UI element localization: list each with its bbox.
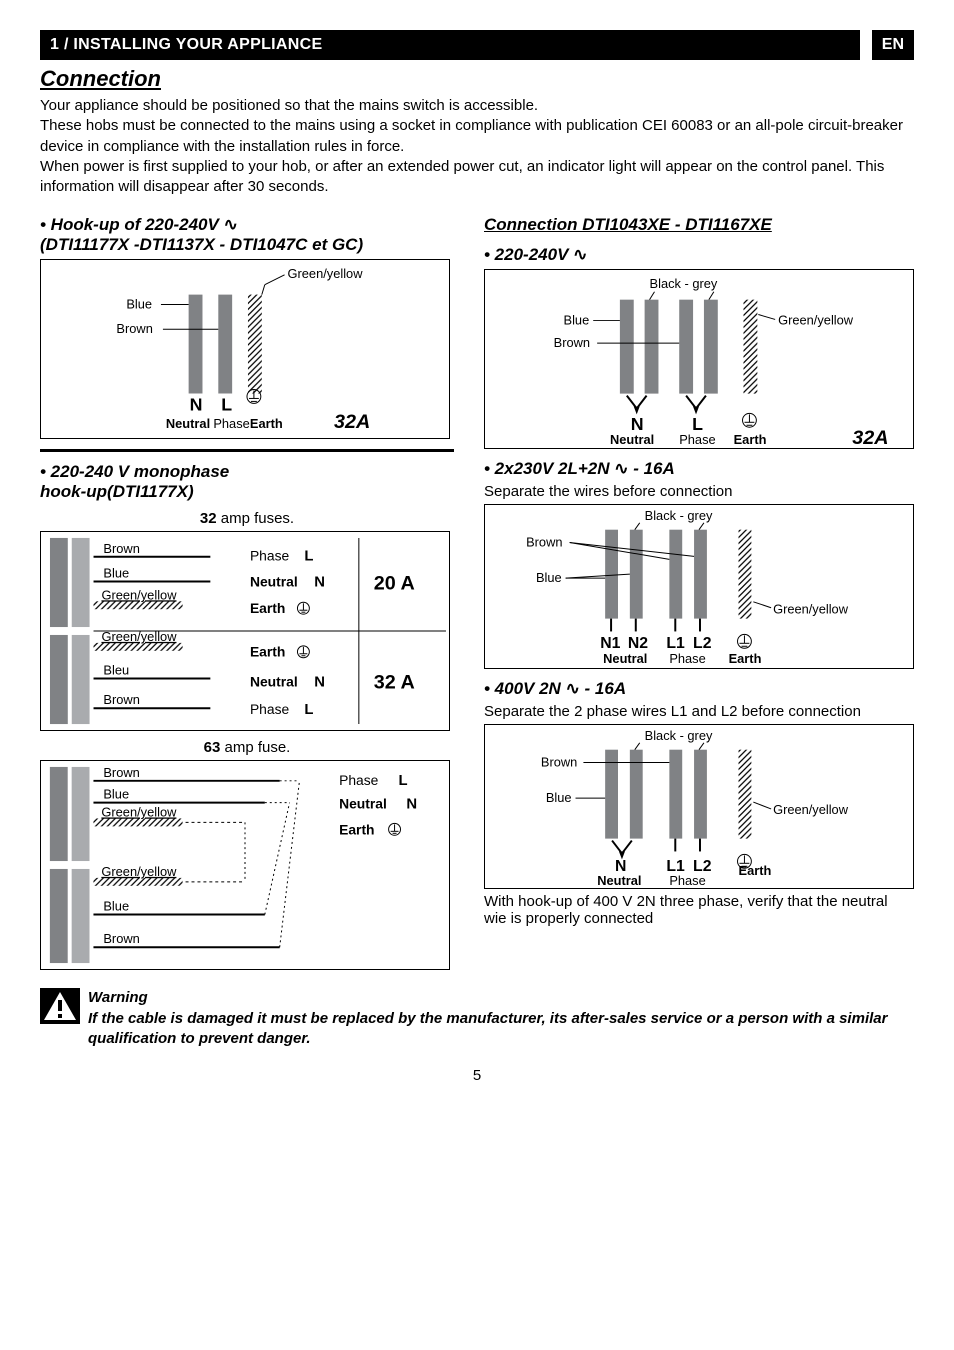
svg-text:N2: N2: [628, 635, 648, 652]
svg-text:Green/yellow: Green/yellow: [101, 805, 177, 820]
intro-p1: Your appliance should be positioned so t…: [40, 96, 914, 116]
svg-text:Blue: Blue: [546, 790, 572, 805]
fuse-32-label: 32 amp fuses.: [40, 510, 454, 527]
svg-text:L: L: [399, 773, 408, 789]
svg-text:Brown: Brown: [526, 535, 562, 550]
svg-text:Green/yellow: Green/yellow: [773, 802, 849, 817]
svg-text:Black - grey: Black - grey: [645, 508, 713, 523]
svg-text:32 A: 32 A: [374, 672, 415, 694]
svg-text:Neutral: Neutral: [250, 574, 298, 590]
svg-text:Green/yellow: Green/yellow: [101, 864, 177, 879]
svg-text:Green/yellow: Green/yellow: [773, 602, 849, 617]
header-bar: 1 / INSTALLING YOUR APPLIANCE EN: [40, 30, 914, 60]
svg-text:Brown: Brown: [554, 335, 590, 350]
svg-text:Earth: Earth: [250, 416, 283, 431]
svg-text:Phase: Phase: [669, 651, 705, 666]
warning-block: Warning If the cable is damaged it must …: [40, 988, 914, 1049]
svg-text:N: N: [314, 675, 325, 691]
svg-text:Earth: Earth: [739, 863, 772, 878]
svg-text:L: L: [304, 549, 313, 565]
svg-text:Neutral: Neutral: [603, 651, 647, 666]
svg-text:Blue: Blue: [103, 787, 129, 802]
section-header: 1 / INSTALLING YOUR APPLIANCE: [40, 30, 860, 60]
svg-text:Earth: Earth: [339, 822, 374, 838]
warning-icon: [40, 988, 80, 1024]
svg-text:Black - grey: Black - grey: [650, 276, 718, 291]
d3-diagram: Brown Blue Green/yellow Green/yellow Blu…: [40, 760, 450, 970]
r3-sep: Separate the 2 phase wires L1 and L2 bef…: [484, 703, 914, 720]
svg-text:Blue: Blue: [103, 899, 129, 914]
page-title: Connection: [40, 66, 914, 92]
svg-text:Earth: Earth: [250, 644, 285, 660]
right-column: Connection DTI1043XE - DTI1167XE • 220-2…: [484, 205, 914, 970]
intro-p2: These hobs must be connected to the main…: [40, 116, 914, 157]
r3-diagram: Black - grey Brown Blue Green/yellow N L…: [484, 724, 914, 889]
d1-diagram: Blue Brown Green/yellow N L Neutral Phas…: [40, 259, 450, 439]
svg-text:Brown: Brown: [103, 931, 139, 946]
intro-block: Your appliance should be positioned so t…: [40, 96, 914, 197]
svg-text:L1: L1: [666, 635, 685, 652]
d1-title: • Hook-up of 220-240V ∿ (DTI11177X -DTI1…: [40, 215, 454, 255]
svg-text:Neutral: Neutral: [610, 432, 654, 447]
r2-title: • 2x230V 2L+2N ∿ - 16A: [484, 459, 914, 479]
svg-text:Earth: Earth: [729, 651, 762, 666]
svg-text:Bleu: Bleu: [103, 663, 129, 678]
svg-text:32A: 32A: [334, 411, 370, 433]
r1-diagram: Blue Brown Black - grey Green/yellow N L…: [484, 269, 914, 449]
svg-text:N: N: [406, 797, 417, 813]
svg-text:Phase: Phase: [213, 416, 249, 431]
svg-text:Blue: Blue: [103, 566, 129, 581]
svg-text:Black - grey: Black - grey: [645, 728, 713, 743]
r2-sep: Separate the wires before connection: [484, 483, 914, 500]
left-column: • Hook-up of 220-240V ∿ (DTI11177X -DTI1…: [40, 205, 454, 970]
svg-text:Phase: Phase: [250, 548, 290, 564]
d2-title: • 220-240 V monophase hook-up(DTI1177X): [40, 462, 454, 502]
intro-p3: When power is first supplied to your hob…: [40, 157, 914, 198]
svg-text:Phase: Phase: [669, 873, 705, 888]
svg-text:Green/yellow: Green/yellow: [288, 266, 364, 281]
svg-text:Green/yellow: Green/yellow: [101, 629, 177, 644]
svg-text:L2: L2: [693, 635, 712, 652]
r3-note: With hook-up of 400 V 2N three phase, ve…: [484, 893, 914, 927]
svg-text:L: L: [304, 702, 313, 718]
r3-title: • 400V 2N ∿ - 16A: [484, 679, 914, 699]
svg-text:Phase: Phase: [250, 701, 290, 717]
r2-diagram: Black - grey Brown Blue Green/yellow N1 …: [484, 504, 914, 669]
page-number: 5: [40, 1067, 914, 1084]
svg-text:Neutral: Neutral: [166, 416, 210, 431]
svg-text:Blue: Blue: [536, 570, 562, 585]
svg-text:Brown: Brown: [103, 765, 139, 780]
svg-text:N: N: [190, 395, 203, 415]
svg-text:32A: 32A: [852, 427, 888, 449]
svg-text:Earth: Earth: [250, 600, 285, 616]
svg-text:Blue: Blue: [564, 313, 590, 328]
svg-text:Neutral: Neutral: [597, 873, 641, 888]
svg-text:L: L: [221, 395, 232, 415]
warning-text: Warning If the cable is damaged it must …: [88, 988, 914, 1049]
divider: [40, 449, 454, 452]
right-conn-title: Connection DTI1043XE - DTI1167XE: [484, 215, 914, 235]
svg-text:20 A: 20 A: [374, 573, 415, 595]
svg-text:Neutral: Neutral: [339, 796, 387, 812]
svg-text:Brown: Brown: [103, 693, 139, 708]
svg-text:N: N: [314, 575, 325, 591]
r1-title: • 220-240V ∿: [484, 245, 914, 265]
svg-text:Neutral: Neutral: [250, 674, 298, 690]
svg-text:Brown: Brown: [116, 321, 152, 336]
svg-text:Brown: Brown: [541, 755, 577, 770]
svg-text:Brown: Brown: [103, 541, 139, 556]
d2-diagram: Brown Blue Green/yellow Phase L Neutral …: [40, 531, 450, 731]
svg-text:Phase: Phase: [339, 772, 379, 788]
lang-tag: EN: [872, 30, 914, 60]
svg-text:N1: N1: [600, 635, 620, 652]
fuse-63-label: 63 amp fuse.: [40, 739, 454, 756]
svg-text:Green/yellow: Green/yellow: [101, 588, 177, 603]
svg-text:Blue: Blue: [126, 297, 152, 312]
svg-text:Earth: Earth: [734, 432, 767, 447]
svg-text:Phase: Phase: [679, 432, 715, 447]
svg-text:Green/yellow: Green/yellow: [778, 313, 854, 328]
